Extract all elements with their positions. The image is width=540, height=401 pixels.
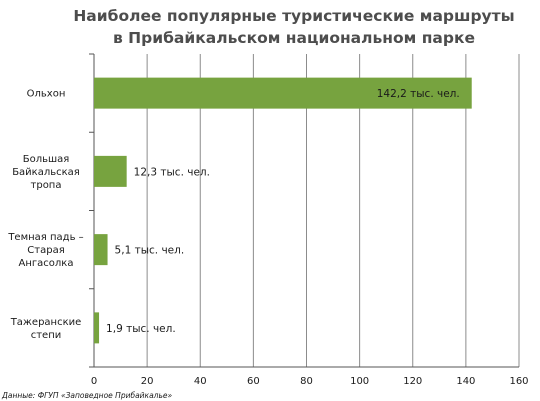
- bar: [94, 77, 472, 109]
- category-label-line: степи: [31, 330, 62, 341]
- x-tick-label: 100: [350, 376, 369, 387]
- x-tick-labels: 0 20 40 60 80 100 120 140 160: [91, 376, 529, 387]
- chart-title-line-2: в Прибайкальском национальном парке: [113, 29, 475, 47]
- bar: [94, 312, 100, 344]
- chart-title-line-1: Наиболее популярные туристические маршру…: [73, 7, 514, 25]
- category-label-line: Ангасолка: [19, 258, 74, 269]
- x-tick-label: 140: [456, 376, 475, 387]
- category-label-line: Старая: [27, 245, 64, 256]
- bar-value-label: 1,9 тыс. чел.: [106, 323, 176, 335]
- x-tick-label: 120: [403, 376, 422, 387]
- x-tick-label: 60: [247, 376, 260, 387]
- chart-title: Наиболее популярные туристические маршру…: [73, 7, 514, 47]
- category-label-line: Большая: [23, 154, 70, 165]
- category-label-line: Темная падь –: [7, 232, 83, 243]
- x-tick-label: 160: [509, 376, 528, 387]
- x-tick-label: 40: [194, 376, 207, 387]
- source-note: Данные: ФГУП «Заповедное Прибайкалье»: [1, 391, 172, 400]
- category-label: Ольхон: [27, 89, 66, 100]
- category-label: Тажеранские степи: [10, 317, 82, 341]
- x-tick-label: 0: [91, 376, 97, 387]
- category-label: Большая Байкальская тропа: [12, 154, 80, 191]
- bar: [94, 234, 108, 266]
- value-labels: 142,2 тыс. чел. 12,3 тыс. чел. 5,1 тыс. че…: [106, 88, 460, 335]
- bars: [94, 77, 472, 344]
- category-label-line: Тажеранские: [10, 317, 82, 328]
- bar-value-label: 12,3 тыс. чел.: [134, 166, 210, 178]
- category-labels: Ольхон Большая Байкальская тропа Темная падь…: [7, 89, 83, 341]
- bar-value-label: 142,2 тыс. чел.: [377, 88, 460, 100]
- category-label-line: Байкальская: [12, 167, 80, 178]
- category-label-line: тропа: [31, 180, 62, 191]
- x-tick-label: 80: [300, 376, 313, 387]
- bar-value-label: 5,1 тыс. чел.: [115, 245, 185, 257]
- bar: [94, 155, 127, 187]
- x-tick-label: 20: [141, 376, 154, 387]
- category-label: Темная падь – Старая Ангасолка: [7, 232, 83, 269]
- category-label-line: Ольхон: [27, 89, 66, 100]
